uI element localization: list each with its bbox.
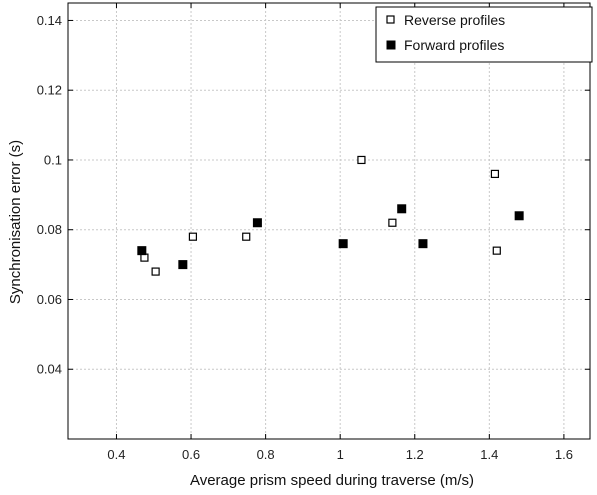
legend-label-reverse: Reverse profiles (404, 12, 505, 28)
reverse-profile-point (151, 267, 160, 276)
x-axis-ticks: 0.4 0.6 0.8 1 1.2 1.4 1.6 (107, 3, 573, 462)
x-tick-label: 1.4 (480, 447, 498, 462)
forward-profile-point (397, 204, 407, 214)
y-axis-label: Synchronisation error (s) (7, 140, 24, 304)
y-tick-label: 0.12 (37, 83, 62, 98)
y-tick-label: 0.04 (37, 362, 62, 377)
forward-profile-point (338, 239, 348, 249)
reverse-profile-point (188, 232, 198, 241)
forward-profile-point (514, 211, 524, 221)
y-axis-ticks: 0.04 0.06 0.08 0.1 0.12 0.14 (37, 13, 590, 377)
legend-box (375, 6, 593, 63)
reverse-profile-point (388, 218, 397, 227)
y-tick-label: 0.08 (37, 222, 62, 237)
forward-profile-point (137, 246, 147, 256)
x-tick-label: 1.2 (406, 447, 424, 462)
x-tick-label: 1.6 (555, 447, 573, 462)
data-points (137, 155, 524, 276)
reverse-profile-point (492, 246, 501, 255)
x-tick-label: 0.6 (182, 447, 200, 462)
forward-profile-point (418, 239, 428, 249)
reverse-profile-point (242, 232, 251, 241)
x-tick-label: 1 (337, 447, 344, 462)
y-tick-label: 0.1 (44, 152, 62, 167)
y-tick-label: 0.14 (37, 13, 62, 28)
x-tick-label: 0.4 (107, 447, 125, 462)
y-tick-label: 0.06 (37, 292, 62, 307)
legend: Reverse profiles Forward profiles (375, 6, 593, 63)
forward-profile-point (178, 260, 188, 270)
legend-label-forward: Forward profiles (404, 37, 504, 53)
forward-profile-point (252, 218, 262, 228)
reverse-profile-point (490, 169, 500, 179)
grid-lines (68, 3, 590, 439)
x-axis-label: Average prism speed during traverse (m/s… (190, 472, 474, 489)
reverse-profile-point (357, 155, 366, 165)
legend-marker-reverse (386, 15, 395, 24)
x-tick-label: 0.8 (257, 447, 275, 462)
legend-marker-forward (386, 40, 396, 50)
reverse-profile-point (140, 253, 149, 262)
plot-frame (67, 2, 591, 440)
